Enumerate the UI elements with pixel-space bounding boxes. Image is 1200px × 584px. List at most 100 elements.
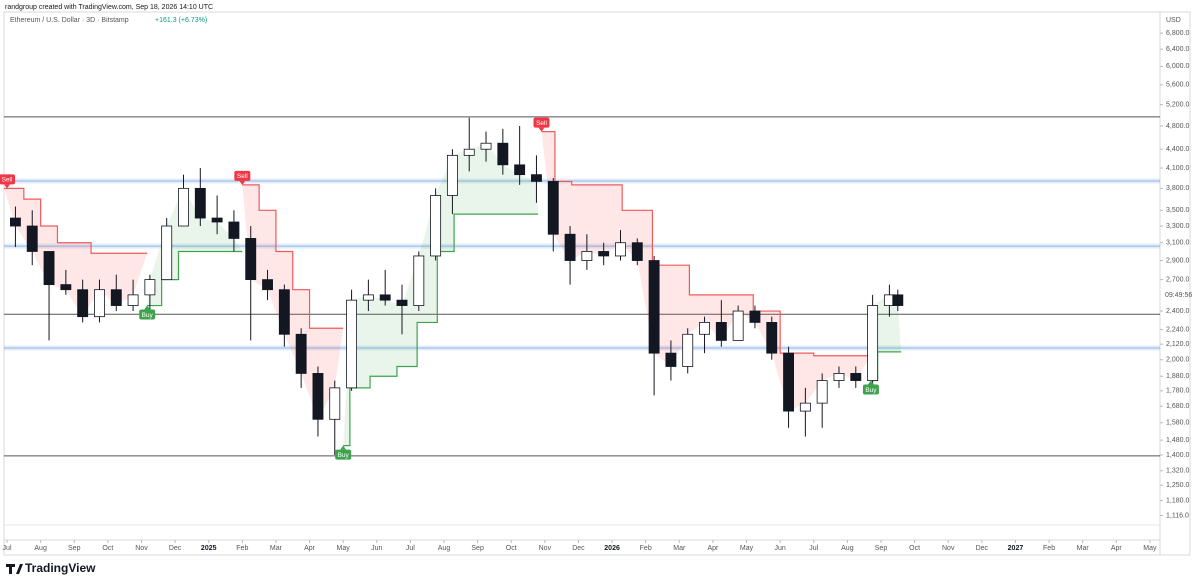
y-tick-label: 2,400.0 <box>1166 308 1189 315</box>
candle-body <box>245 238 257 281</box>
logo <box>6 564 23 574</box>
y-tick-label: 5,600.0 <box>1166 82 1189 89</box>
candle <box>446 149 458 215</box>
candle-body <box>799 402 811 412</box>
x-tick-label: Nov <box>135 545 148 552</box>
candle <box>94 279 105 323</box>
candle <box>26 210 38 266</box>
y-tick-label: 6,400.0 <box>1166 46 1189 53</box>
candle <box>816 373 828 428</box>
candle <box>833 366 845 388</box>
signal-label: Sell <box>237 173 248 180</box>
candle <box>329 380 341 455</box>
x-tick-label: Nov <box>539 545 552 552</box>
candle-body <box>732 310 744 341</box>
candle-body <box>531 174 542 182</box>
candle <box>497 128 509 175</box>
candle-body <box>430 195 442 257</box>
candle <box>362 279 374 312</box>
y-tick-label: 1,250.0 <box>1166 482 1189 489</box>
x-tick-label: Apr <box>1111 545 1123 552</box>
candle <box>396 284 408 335</box>
trend-fill <box>4 188 148 317</box>
candle-body <box>295 333 307 374</box>
x-tick-label: Sep <box>68 545 81 552</box>
candle <box>194 168 206 227</box>
countdown: 09:49:56 <box>1165 292 1192 299</box>
candle <box>413 251 425 312</box>
candle-body <box>312 373 324 420</box>
candle-body <box>715 322 727 341</box>
candle-body <box>463 148 475 156</box>
candle-body <box>648 260 660 354</box>
candle-body <box>194 187 206 219</box>
candle <box>850 366 862 388</box>
signal-pointer <box>144 305 151 310</box>
y-tick-label: 1,116.0 <box>1166 512 1189 519</box>
candle-body <box>446 154 458 196</box>
candle <box>732 305 744 341</box>
trend-line <box>242 184 344 329</box>
candle <box>228 210 240 252</box>
trend-fill <box>242 184 344 420</box>
candle <box>430 188 442 261</box>
y-tick-label: 1,480.0 <box>1166 437 1189 444</box>
candle <box>581 234 593 270</box>
candle <box>346 289 358 391</box>
signal-pointer <box>340 445 347 450</box>
signal-label: Buy <box>142 312 154 319</box>
x-tick-label: Nov <box>942 545 955 552</box>
candle <box>127 279 139 312</box>
x-tick-label: May <box>740 545 754 552</box>
x-tick-label: Oct <box>102 545 113 552</box>
candle <box>682 328 694 374</box>
candle <box>262 269 273 301</box>
y-tick-label: 1,580.0 <box>1166 420 1189 427</box>
candle-body <box>396 299 408 306</box>
y-tick-label: 6,800.0 <box>1166 30 1189 37</box>
y-tick-label: 2,900.0 <box>1166 257 1189 264</box>
signal-badge <box>335 449 352 460</box>
x-tick-label: Mar <box>673 545 686 552</box>
signal-badge <box>533 117 550 128</box>
candle-body <box>850 373 862 381</box>
candle <box>463 117 475 172</box>
x-tick-label: Jul <box>406 545 415 552</box>
candle-body <box>615 242 626 257</box>
candle-body <box>110 289 122 306</box>
candle <box>60 269 72 295</box>
y-tick-label: 2,120.0 <box>1166 341 1189 348</box>
y-tick-label: 2,700.0 <box>1166 276 1189 283</box>
brand-name: TradingView <box>25 561 96 575</box>
x-tick-label: Aug <box>438 545 451 552</box>
x-tick-label: Jun <box>371 545 382 552</box>
candle-body <box>211 217 223 223</box>
x-tick-label: May <box>1143 545 1157 552</box>
candle <box>77 279 89 323</box>
branding: TradingView <box>6 561 96 575</box>
candle <box>715 300 727 347</box>
x-tick-label: Oct <box>909 545 920 552</box>
candle-body <box>362 294 374 301</box>
signal-pointer <box>867 380 874 385</box>
attribution: randgroup created with TradingView.com, … <box>5 4 213 11</box>
x-tick-label: Feb <box>640 545 652 552</box>
candle <box>161 218 173 281</box>
x-tick-label: Feb <box>1043 545 1055 552</box>
candle <box>615 230 626 261</box>
candle-body <box>480 142 492 150</box>
y-tick-label: 4,100.0 <box>1166 165 1189 172</box>
candle-body <box>144 279 156 296</box>
candle-body <box>816 380 828 404</box>
x-tick-label: Sep <box>875 545 888 552</box>
signal-badge <box>139 309 156 320</box>
candle-body <box>262 279 273 291</box>
candle <box>312 366 324 437</box>
candle <box>514 125 526 185</box>
trend-fill <box>343 143 539 446</box>
candle <box>598 242 610 266</box>
candle <box>178 174 189 227</box>
candle-body <box>379 294 391 301</box>
candle <box>783 346 795 428</box>
